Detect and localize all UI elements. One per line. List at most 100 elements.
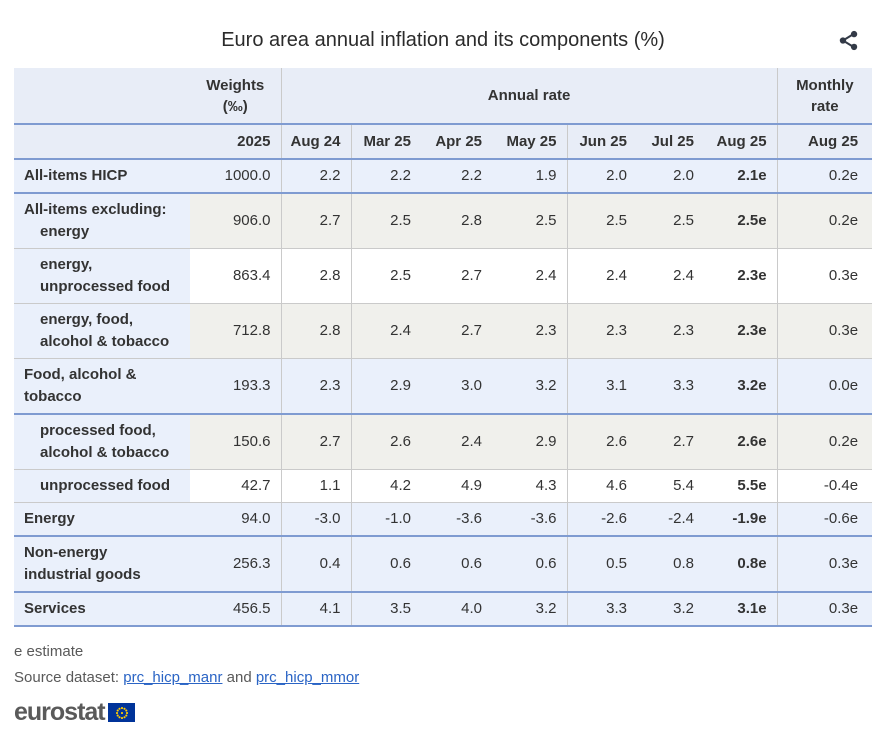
annual-value-cell: 2.0 bbox=[637, 159, 704, 193]
annual-value-cell: 2.7 bbox=[281, 193, 352, 249]
annual-value-cell: 1.9 bbox=[492, 159, 568, 193]
page-title: Euro area annual inflation and its compo… bbox=[221, 28, 665, 51]
annual-value-cell: 0.6 bbox=[421, 536, 492, 592]
annual-value-cell: 2.8 bbox=[281, 248, 352, 304]
row-label-cell: processed food, alcohol & tobacco bbox=[14, 414, 190, 470]
column-header bbox=[14, 124, 190, 160]
source-link-mmor[interactable]: prc_hicp_mmor bbox=[255, 669, 360, 686]
monthly-rate-header: Monthly rate bbox=[777, 68, 873, 125]
annual-value-cell: 4.3 bbox=[492, 469, 568, 503]
table-row: Services 456.5 4.1 3.5 4.0 3.2 3.3 3.2 3.1e 0.3e bbox=[14, 592, 873, 626]
label-column-header bbox=[14, 68, 190, 125]
share-icon bbox=[839, 30, 858, 50]
column-header: Aug 25 bbox=[704, 124, 778, 160]
weight-cell: 863.4 bbox=[190, 248, 282, 304]
annual-value-cell: -3.6 bbox=[492, 502, 568, 536]
source-conjunction: and bbox=[226, 669, 252, 686]
annual-value-cell: 5.4 bbox=[637, 469, 704, 503]
annual-value-cell: 3.5 bbox=[351, 592, 421, 626]
weight-cell: 150.6 bbox=[190, 414, 282, 470]
inflation-widget: Euro area annual inflation and its compo… bbox=[14, 28, 873, 726]
annual-aug25-cell: 0.8e bbox=[704, 536, 778, 592]
row-label-cell: energy, unprocessed food bbox=[14, 248, 190, 304]
column-header: Jun 25 bbox=[567, 124, 637, 160]
annual-value-cell: 3.1 bbox=[567, 358, 637, 414]
weight-cell: 256.3 bbox=[190, 536, 282, 592]
column-header: May 25 bbox=[492, 124, 568, 160]
monthly-value-cell: 0.0e bbox=[777, 358, 873, 414]
annual-value-cell: 2.7 bbox=[421, 248, 492, 304]
eurostat-wordmark: eurostat bbox=[14, 698, 106, 726]
row-label-cell: energy, food, alcohol & tobacco bbox=[14, 303, 190, 359]
estimate-footnote: e estimate bbox=[14, 643, 84, 660]
annual-value-cell: 2.3 bbox=[492, 303, 568, 359]
annual-value-cell: 2.4 bbox=[492, 248, 568, 304]
weight-cell: 456.5 bbox=[190, 592, 282, 626]
annual-value-cell: 2.7 bbox=[281, 414, 352, 470]
row-label-cell: Energy bbox=[14, 502, 190, 536]
annual-aug25-cell: 3.1e bbox=[704, 592, 778, 626]
share-button[interactable] bbox=[828, 29, 872, 52]
annual-aug25-cell: -1.9e bbox=[704, 502, 778, 536]
table-row: All-items excluding: energy 906.0 2.7 2.5 2.8… bbox=[14, 193, 873, 249]
column-header: Mar 25 bbox=[351, 124, 421, 160]
annual-value-cell: -1.0 bbox=[351, 502, 421, 536]
annual-value-cell: 2.2 bbox=[351, 159, 421, 193]
weights-header: Weights (‰) bbox=[190, 68, 282, 125]
annual-aug25-cell: 2.5e bbox=[704, 193, 778, 249]
monthly-value-cell: 0.2e bbox=[777, 193, 873, 249]
monthly-value-cell: -0.4e bbox=[777, 469, 873, 503]
weight-cell: 1000.0 bbox=[190, 159, 282, 193]
source-prefix: Source dataset: bbox=[14, 669, 120, 686]
table-row: Non-energy industrial goods 256.3 0.4 0.6 0.6… bbox=[14, 536, 873, 592]
annual-value-cell: 2.4 bbox=[421, 414, 492, 470]
row-label-cell: unprocessed food bbox=[14, 469, 190, 503]
source-link-manr[interactable]: prc_hicp_manr bbox=[123, 669, 223, 686]
column-header: Apr 25 bbox=[421, 124, 492, 160]
annual-value-cell: -3.6 bbox=[421, 502, 492, 536]
header-period-row: 2025 Aug 24 Mar 25 Apr 25 May 25 Jun 25 Jul 25… bbox=[14, 124, 873, 160]
annual-value-cell: 3.3 bbox=[637, 358, 704, 414]
row-label-cell: Food, alcohol & tobacco bbox=[14, 358, 190, 414]
table-row: energy, unprocessed food 863.4 2.8 2.5 2.7 2.4… bbox=[14, 248, 873, 304]
source-dataset-line: Source dataset: prc_hicp_manr and prc_hi… bbox=[14, 669, 872, 686]
table-row: processed food, alcohol & tobacco 150.6 2.7… bbox=[14, 414, 873, 470]
annual-aug25-cell: 2.3e bbox=[704, 303, 778, 359]
column-header: Aug 24 bbox=[281, 124, 352, 160]
eu-flag-icon bbox=[107, 702, 135, 722]
annual-value-cell: 4.0 bbox=[421, 592, 492, 626]
annual-value-cell: 2.4 bbox=[351, 303, 421, 359]
annual-value-cell: 2.2 bbox=[421, 159, 492, 193]
annual-aug25-cell: 3.2e bbox=[704, 358, 778, 414]
column-header: Jul 25 bbox=[637, 124, 704, 160]
weight-cell: 712.8 bbox=[190, 303, 282, 359]
annual-value-cell: -3.0 bbox=[281, 502, 352, 536]
weight-cell: 94.0 bbox=[190, 502, 282, 536]
annual-value-cell: 2.4 bbox=[567, 248, 637, 304]
annual-value-cell: 4.9 bbox=[421, 469, 492, 503]
annual-value-cell: 0.4 bbox=[281, 536, 352, 592]
weight-cell: 42.7 bbox=[190, 469, 282, 503]
annual-rate-header: Annual rate bbox=[281, 68, 778, 125]
annual-value-cell: 2.3 bbox=[567, 303, 637, 359]
annual-value-cell: 1.1 bbox=[281, 469, 352, 503]
annual-value-cell: 2.2 bbox=[281, 159, 352, 193]
annual-value-cell: 3.2 bbox=[637, 592, 704, 626]
annual-aug25-cell: 5.5e bbox=[704, 469, 778, 503]
annual-value-cell: 2.4 bbox=[637, 248, 704, 304]
monthly-value-cell: -0.6e bbox=[777, 502, 873, 536]
header-group-row: Weights (‰) Annual rate Monthly rate bbox=[14, 68, 873, 125]
annual-value-cell: 3.0 bbox=[421, 358, 492, 414]
annual-value-cell: 3.2 bbox=[492, 358, 568, 414]
monthly-value-cell: 0.3e bbox=[777, 303, 873, 359]
column-header: 2025 bbox=[190, 124, 282, 160]
annual-value-cell: 2.5 bbox=[351, 248, 421, 304]
inflation-table: Weights (‰) Annual rate Monthly rate 202… bbox=[14, 68, 873, 627]
weight-cell: 906.0 bbox=[190, 193, 282, 249]
annual-value-cell: 2.8 bbox=[421, 193, 492, 249]
table-row: unprocessed food 42.7 1.1 4.2 4.9 4.3 4.6 5.4 5.… bbox=[14, 469, 873, 503]
row-label-cell: All-items HICP bbox=[14, 159, 190, 193]
annual-value-cell: 2.5 bbox=[492, 193, 568, 249]
annual-value-cell: 3.3 bbox=[567, 592, 637, 626]
annual-aug25-cell: 2.3e bbox=[704, 248, 778, 304]
